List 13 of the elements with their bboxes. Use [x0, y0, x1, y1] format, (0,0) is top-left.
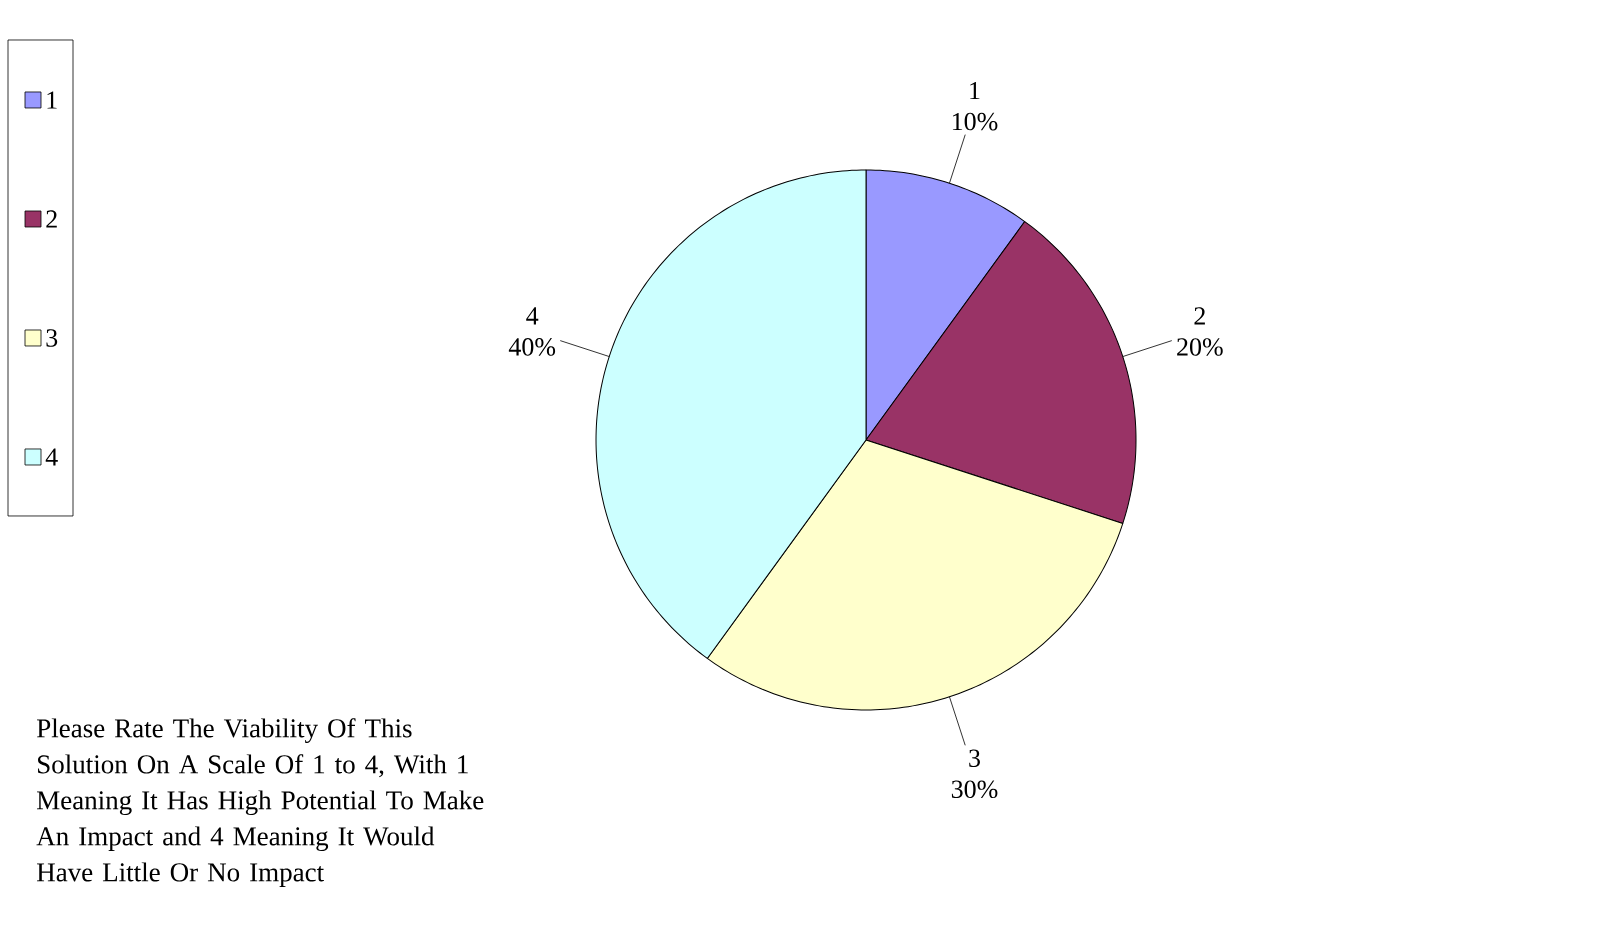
- data-label: 30%: [951, 780, 998, 799]
- data-label: 40%: [508, 338, 556, 356]
- legend-label: 3: [46, 329, 58, 347]
- data-label: 10%: [952, 112, 998, 131]
- slice-label: 3: [969, 749, 980, 767]
- legend-label: 4: [45, 448, 58, 466]
- legend-label: 1: [47, 91, 57, 109]
- slice-label: 1: [970, 81, 980, 100]
- slice-label: 4: [526, 307, 539, 325]
- text: Please Rate The Viability Of This Solution On A Scale Of 1 to 4, With 1 Meaning It Has High Potential To Make An Impact and 4 Meaning It Would Have Little Or No Impact: [36, 718, 484, 887]
- slice-label: 2: [1194, 307, 1205, 325]
- data-label: 20%: [1177, 338, 1223, 356]
- legend-label: 2: [46, 210, 57, 228]
